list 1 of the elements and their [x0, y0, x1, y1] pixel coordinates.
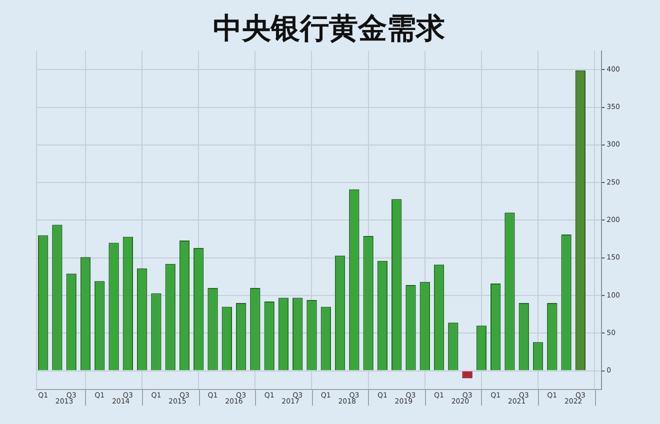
chart-title: 中央银行黄金需求	[213, 10, 445, 45]
